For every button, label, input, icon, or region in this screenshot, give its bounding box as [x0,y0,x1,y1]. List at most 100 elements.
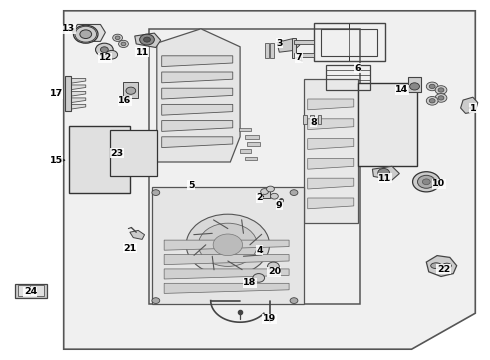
Circle shape [253,274,265,282]
Polygon shape [66,78,86,84]
Circle shape [378,168,390,177]
Circle shape [261,189,269,194]
Circle shape [417,175,435,188]
Text: 10: 10 [432,179,445,188]
Circle shape [106,50,118,59]
Bar [294,53,314,57]
Polygon shape [130,230,145,239]
Text: 23: 23 [110,149,123,158]
Polygon shape [157,29,240,162]
Polygon shape [164,240,289,250]
Bar [326,65,370,90]
Text: 16: 16 [118,96,132,105]
Bar [310,115,314,124]
Text: 4: 4 [256,246,263,255]
Bar [294,40,314,44]
Polygon shape [162,56,233,67]
Text: 1: 1 [469,104,476,112]
Bar [69,126,130,193]
Circle shape [126,87,136,94]
Bar [15,284,47,298]
Circle shape [152,190,160,195]
Bar [314,23,385,61]
Polygon shape [277,39,300,52]
Text: 9: 9 [276,201,283,210]
Polygon shape [64,11,475,349]
Polygon shape [308,158,354,169]
Bar [358,83,416,166]
Circle shape [113,34,122,41]
Circle shape [435,94,447,102]
Circle shape [119,40,128,48]
Bar [245,157,257,160]
Circle shape [152,298,160,303]
Circle shape [422,179,430,185]
Circle shape [100,47,108,53]
Circle shape [80,30,92,39]
Text: 17: 17 [49,89,63,98]
Circle shape [438,88,444,92]
Polygon shape [308,99,354,110]
Circle shape [435,86,447,94]
Text: 12: 12 [98,53,112,62]
Text: 2: 2 [256,194,263,202]
Bar [240,149,251,153]
Bar [318,115,321,124]
Text: 6: 6 [354,64,361,73]
Polygon shape [308,198,354,209]
Text: 19: 19 [263,314,276,323]
Circle shape [144,37,150,42]
Bar [270,43,274,58]
Polygon shape [162,137,233,148]
Circle shape [121,42,126,46]
Circle shape [438,96,444,100]
Circle shape [186,214,270,275]
Bar [245,135,259,139]
Bar [18,285,44,296]
Text: 21: 21 [123,244,137,253]
Polygon shape [308,178,354,189]
Bar [123,82,138,98]
Polygon shape [162,104,233,115]
Bar [408,77,421,92]
Polygon shape [426,256,457,276]
Polygon shape [66,104,86,110]
Circle shape [410,83,419,90]
Circle shape [96,43,113,56]
Circle shape [426,96,438,105]
Ellipse shape [442,263,451,268]
Circle shape [268,262,279,271]
Bar [303,115,307,124]
Circle shape [290,298,298,303]
Polygon shape [164,269,289,279]
Bar [65,76,71,111]
Circle shape [213,234,243,256]
Text: 8: 8 [310,118,317,127]
Text: 20: 20 [268,267,281,276]
Circle shape [270,193,278,199]
Text: 15: 15 [50,156,63,165]
Polygon shape [73,24,105,41]
Text: 11: 11 [378,174,392,183]
Polygon shape [66,98,86,103]
Circle shape [198,223,257,266]
Polygon shape [135,33,161,48]
Polygon shape [162,121,233,131]
Text: 3: 3 [276,39,283,48]
Circle shape [429,84,435,89]
Polygon shape [152,187,304,304]
Polygon shape [372,166,399,180]
Bar [239,128,251,131]
Bar [265,43,269,58]
Circle shape [290,190,298,195]
Circle shape [74,25,98,43]
Circle shape [426,82,438,91]
Polygon shape [304,79,358,223]
Text: 11: 11 [135,48,149,57]
Circle shape [140,34,154,45]
Polygon shape [162,72,233,83]
Bar [321,29,377,56]
Circle shape [413,172,440,192]
Polygon shape [308,139,354,149]
Text: 24: 24 [24,287,37,296]
